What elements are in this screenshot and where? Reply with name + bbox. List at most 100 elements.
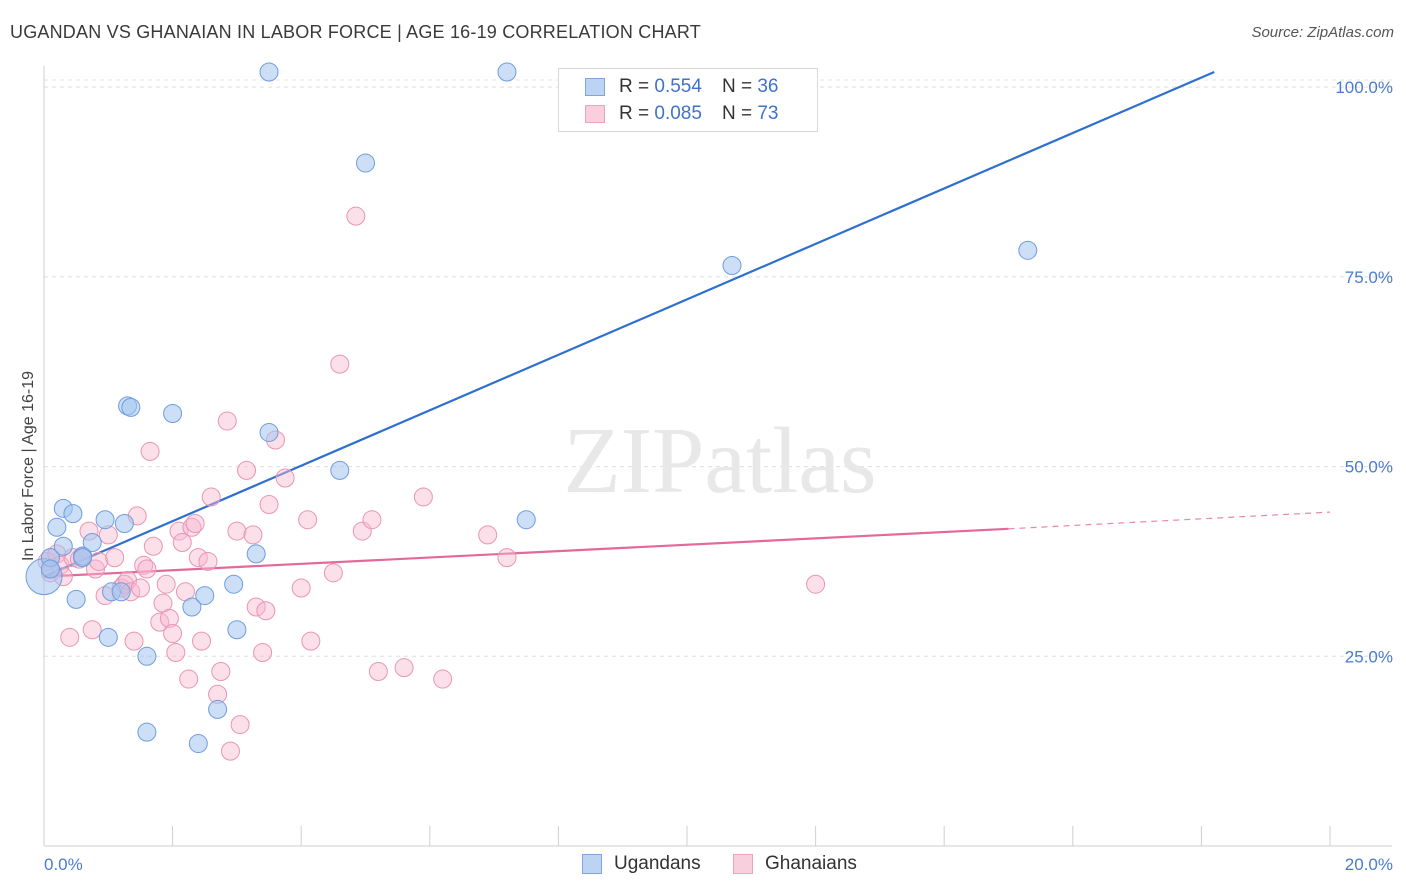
point-ghanaians xyxy=(159,608,179,628)
point-ghanaians xyxy=(330,354,350,374)
legend-row-ugandans: R = 0.554 N = 36 xyxy=(585,74,778,100)
point-ghanaians xyxy=(201,487,221,507)
legend-n-value: 36 xyxy=(757,76,779,97)
point-ghanaians xyxy=(253,643,273,662)
point-ugandans xyxy=(114,514,134,533)
y-tick-label: 75.0% xyxy=(1345,268,1393,287)
chart-title: UGANDAN VS GHANAIAN IN LABOR FORCE | AGE… xyxy=(10,22,701,42)
point-ghanaians xyxy=(150,612,170,632)
point-ghanaians xyxy=(166,643,186,662)
legend-r-label: R = xyxy=(619,76,650,97)
point-ghanaians xyxy=(227,521,247,541)
point-ugandans xyxy=(195,586,215,606)
point-ugandans xyxy=(82,532,102,552)
point-ugandans xyxy=(356,153,375,173)
point-ghanaians xyxy=(179,669,199,689)
watermark: ZIPatlas xyxy=(563,409,876,513)
point-ugandans xyxy=(73,548,93,568)
point-ghanaians xyxy=(497,548,517,568)
point-ugandans xyxy=(63,504,83,524)
legend-r-label: R = xyxy=(619,103,650,124)
data-points xyxy=(25,62,1038,761)
point-ghanaians xyxy=(85,559,105,579)
point-ugandans xyxy=(121,397,141,417)
y-axis-label: In Labor Force | Age 16-19 xyxy=(20,371,37,561)
point-ghanaians xyxy=(172,532,192,552)
point-ghanaians xyxy=(82,620,102,640)
point-ugandans xyxy=(1018,240,1038,260)
point-ghanaians xyxy=(188,548,208,568)
point-ghanaians xyxy=(243,525,263,545)
point-ghanaians xyxy=(163,624,183,644)
y-tick-label: 50.0% xyxy=(1345,458,1393,477)
trend-line-extension xyxy=(1008,511,1331,530)
point-ugandans xyxy=(137,646,157,666)
point-ugandans xyxy=(137,722,157,742)
point-ghanaians xyxy=(256,601,276,621)
point-ugandans xyxy=(497,62,517,82)
point-ugandans xyxy=(224,574,244,594)
point-ghanaians xyxy=(143,536,163,556)
point-ugandans xyxy=(259,62,279,82)
point-ugandans xyxy=(163,403,183,423)
point-ugandans xyxy=(188,734,208,754)
bottom-legend-swatch-blue xyxy=(582,854,602,874)
point-ghanaians xyxy=(275,468,295,488)
point-ugandans xyxy=(111,582,131,602)
trend-lines xyxy=(43,70,1331,578)
point-ghanaians xyxy=(60,627,80,647)
point-ghanaians xyxy=(301,631,321,651)
bottom-legend-ghanaians: Ghanaians xyxy=(733,853,857,875)
point-ghanaians xyxy=(140,441,160,461)
point-ghanaians xyxy=(137,559,157,579)
y-tick-label: 100.0% xyxy=(1335,78,1393,97)
point-ghanaians xyxy=(220,741,240,761)
point-ghanaians xyxy=(105,548,125,568)
point-ghanaians xyxy=(478,525,498,545)
point-ghanaians xyxy=(134,555,154,575)
bottom-legend-ugandans: Ugandans xyxy=(582,853,701,875)
point-ghanaians xyxy=(346,206,366,226)
point-ghanaians xyxy=(368,661,388,681)
legend-swatch-blue xyxy=(585,78,605,96)
legend-n-value: 73 xyxy=(757,103,779,124)
point-ugandans xyxy=(330,460,350,480)
point-ugandans xyxy=(259,422,279,442)
bottom-legend-swatch-pink xyxy=(733,854,753,874)
point-ghanaians xyxy=(192,631,212,651)
stats-legend: R = 0.554 N = 36 R = 0.085 N = 73 xyxy=(558,68,818,132)
point-ugandans xyxy=(95,510,115,530)
point-ghanaians xyxy=(198,551,218,571)
chart-source: Source: ZipAtlas.com xyxy=(1251,24,1394,41)
trend-line-ghanaians xyxy=(43,527,1009,578)
point-ghanaians xyxy=(362,510,382,530)
x-tick-label-max: 20.0% xyxy=(1345,855,1393,874)
point-ghanaians xyxy=(298,510,318,530)
bottom-legend-label: Ghanaians xyxy=(765,853,857,874)
point-ghanaians xyxy=(291,578,311,598)
point-ugandans xyxy=(47,517,67,537)
point-ugandans xyxy=(227,620,247,640)
point-ghanaians xyxy=(156,574,176,594)
point-ghanaians xyxy=(259,495,279,515)
point-ghanaians xyxy=(237,460,257,480)
point-ugandans xyxy=(722,256,742,275)
legend-n-label: N = xyxy=(721,76,753,97)
point-ugandans xyxy=(98,627,118,647)
point-ugandans xyxy=(182,597,202,617)
point-ghanaians xyxy=(394,658,414,678)
point-ghanaians xyxy=(211,661,231,681)
point-ghanaians xyxy=(246,597,266,617)
legend-row-ghanaians: R = 0.085 N = 73 xyxy=(585,101,778,127)
point-ghanaians xyxy=(182,517,202,537)
point-ugandans xyxy=(208,699,228,719)
x-tick-label-min: 0.0% xyxy=(44,855,83,874)
point-ghanaians xyxy=(130,578,150,598)
point-ugandans xyxy=(40,559,60,579)
y-tick-label: 25.0% xyxy=(1345,647,1393,666)
point-ghanaians xyxy=(323,563,343,583)
bottom-legend-label: Ugandans xyxy=(614,853,701,874)
point-ghanaians xyxy=(89,551,109,571)
point-ghanaians xyxy=(413,487,433,507)
